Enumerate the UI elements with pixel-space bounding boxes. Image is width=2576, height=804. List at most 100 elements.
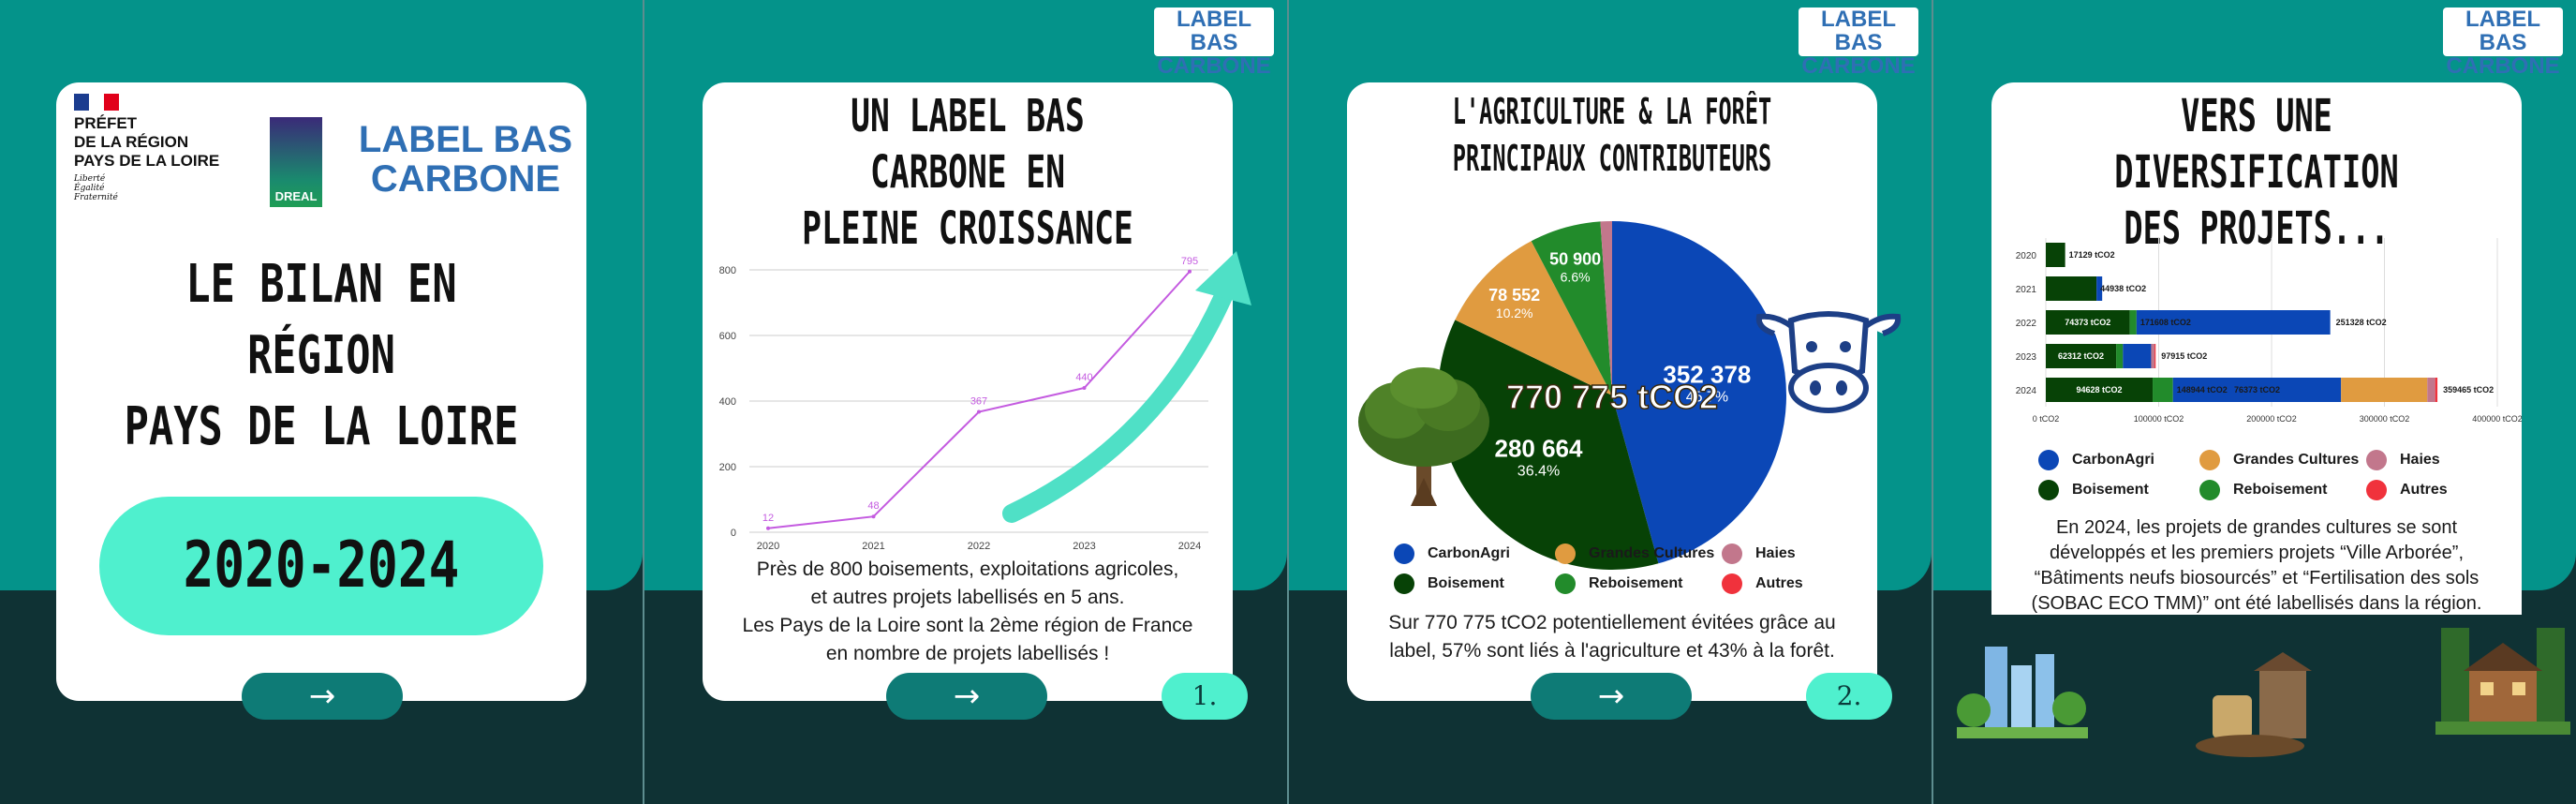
contributors-title: L'AGRICULTURE & LA FORÊT PRINCIPAUX CONT… <box>1448 88 1777 182</box>
y-tick-label: 600 <box>719 331 736 342</box>
next-button[interactable]: → <box>242 673 403 720</box>
years-label: 2020-2024 <box>183 529 460 603</box>
total-label: 359465 tCO2 <box>2443 385 2494 395</box>
wooden-house-icon <box>2435 628 2570 735</box>
legend-swatch <box>2199 480 2220 500</box>
prefet-flag-icon <box>74 94 119 111</box>
city-trees-icon <box>1957 647 2088 738</box>
segment-label: 44938 tCO2 <box>2100 284 2146 293</box>
x-tick-label: 2021 <box>862 541 884 551</box>
legend-label: CarbonAgri <box>1428 545 1510 561</box>
bar-segment <box>2046 243 2065 267</box>
tree-icon <box>1358 367 1489 506</box>
stacked-bar-chart: 0 tCO2 100000 tCO2 200000 tCO2 300000 tCO2 4… <box>2016 238 2522 424</box>
cover-card: PRÉFET DE LA RÉGION PAYS DE LA LOIRE Lib… <box>56 82 586 701</box>
x-tick-label: 2020 <box>757 541 779 551</box>
legend-swatch <box>1555 543 1576 564</box>
y-tick-label: 2024 <box>2016 386 2037 396</box>
label-bas-carbone-logo: LABEL BAS CARBONE <box>2443 7 2563 78</box>
pie-total-label: 770 775 tCO2 <box>1506 378 1718 416</box>
bar-legend: CarbonAgri Grandes Cultures Haies Boisement… <box>1991 448 2522 510</box>
diversification-text-line: (SOBAC ECO TMM)” ont été labellisés dans… <box>2031 593 2482 614</box>
y-tick-label: 2021 <box>2016 285 2037 295</box>
data-label: 48 <box>867 500 879 512</box>
legend-swatch <box>2366 450 2387 470</box>
page-number-badge: 2. <box>1806 673 1892 720</box>
contributors-text-line: label, 57% sont liés à l'agriculture et … <box>1389 640 1835 662</box>
motto-line: Égalité <box>74 184 105 193</box>
bar-segment <box>2116 344 2124 368</box>
slice-percent-label: 6.6% <box>1561 269 1591 284</box>
legend-swatch <box>2038 450 2059 470</box>
pie-slice <box>1438 320 1659 570</box>
slide-cover: PRÉFET DE LA RÉGION PAYS DE LA LOIRE Lib… <box>0 0 643 804</box>
years-pill: 2020-2024 <box>99 497 543 635</box>
logo-line: CARBONE <box>1801 53 1916 79</box>
diversification-text-line: développés et les premiers projets “Vill… <box>2049 543 2465 563</box>
arrow-right-icon: → <box>308 677 336 715</box>
bar-segment <box>2153 378 2173 402</box>
bar-segment <box>2129 310 2137 335</box>
legend-label: Autres <box>1755 575 1803 591</box>
pie-slice <box>1600 221 1612 395</box>
bar-segment <box>2046 310 2130 335</box>
growth-text-line: Les Pays de la Loire sont la 2ème région… <box>742 615 1193 636</box>
pie-slice <box>1455 241 1612 395</box>
cover-title-line: PAYS DE LA LOIRE <box>124 396 519 457</box>
label-bas-carbone-logo: LABEL BAS CARBONE <box>1799 7 1918 78</box>
x-tick-label: 300000 tCO2 <box>2360 414 2410 424</box>
growth-text-line: Près de 800 boisements, exploitations ag… <box>756 558 1179 580</box>
diversification-card: VERS UNE DIVERSIFICATION DES PROJETS... … <box>1991 82 2522 615</box>
legend-swatch <box>2038 480 2059 500</box>
y-tick-label: 200 <box>719 462 736 473</box>
growth-title: UN LABEL BAS CARBONE EN PLEINE CROISSANC… <box>777 88 1159 257</box>
motto-line: Fraternité <box>74 193 118 202</box>
contributors-text-line: Sur 770 775 tCO2 potentiellement évitées… <box>1388 612 1836 633</box>
diversification-title-line: VERS UNE DIVERSIFICATION <box>2114 90 2399 199</box>
x-tick-label: 200000 tCO2 <box>2246 414 2297 424</box>
legend-label: Grandes Cultures <box>2233 452 2360 468</box>
y-tick-label: 2023 <box>2016 352 2037 363</box>
legend-label: Grandes Cultures <box>1589 545 1715 561</box>
logo-line: LABEL BAS <box>2465 7 2540 55</box>
dreal-label: DREAL <box>274 189 318 203</box>
slide-divider <box>1932 0 1933 804</box>
legend-swatch <box>2199 450 2220 470</box>
logo-line: LABEL BAS <box>1821 7 1896 55</box>
data-point <box>1188 269 1192 274</box>
logo-line: LABEL BAS <box>1177 7 1251 55</box>
legend-swatch <box>1394 573 1414 594</box>
next-button[interactable]: → <box>886 673 1047 720</box>
contributors-title-line: L'AGRICULTURE & LA FORÊT <box>1452 91 1772 132</box>
diversification-title: VERS UNE DIVERSIFICATION DES PROJETS... <box>2071 88 2442 257</box>
prefet-line: DE LA RÉGION <box>74 133 189 151</box>
growth-text-line: et autres projets labellisés en 5 ans. <box>810 587 1125 608</box>
legend-label: Reboisement <box>2233 482 2328 498</box>
bar-segment <box>2123 344 2152 368</box>
slide-divider <box>1287 0 1289 804</box>
next-button[interactable]: → <box>1531 673 1692 720</box>
slide-diversification: LABEL BAS CARBONE VERS UNE DIVERSIFICATI… <box>1933 0 2576 804</box>
legend-label: Autres <box>2400 482 2448 498</box>
legend-swatch <box>1722 543 1742 564</box>
line-chart: 0 200 400 600 800 2020 2021 2022 2023 2024 12 48 367… <box>719 256 1208 551</box>
bar-segment <box>2096 276 2103 301</box>
prefet-line: PRÉFET <box>74 114 138 132</box>
data-point <box>1082 386 1087 390</box>
segment-label: 62312 tCO2 <box>2058 351 2104 361</box>
motto-line: Liberté <box>74 174 106 184</box>
diversification-text: En 2024, les projets de grandes cultures… <box>1991 515 2522 617</box>
legend-label: Haies <box>1755 545 1796 561</box>
fertilizer-shed-icon <box>2196 652 2312 757</box>
y-tick-label: 2022 <box>2016 319 2037 329</box>
bar-segment <box>2154 344 2156 368</box>
slice-value-label: 78 552 <box>1488 286 1540 305</box>
legend-label: Haies <box>2400 452 2440 468</box>
data-point <box>871 514 876 519</box>
arrow-right-icon: → <box>1597 677 1625 715</box>
legend-label: Boisement <box>1428 575 1504 591</box>
segment-label: 74373 tCO2 <box>2065 318 2110 327</box>
slice-value-label: 280 664 <box>1494 435 1583 463</box>
bar-segment <box>2172 378 2342 402</box>
legend-label: CarbonAgri <box>2072 452 2154 468</box>
